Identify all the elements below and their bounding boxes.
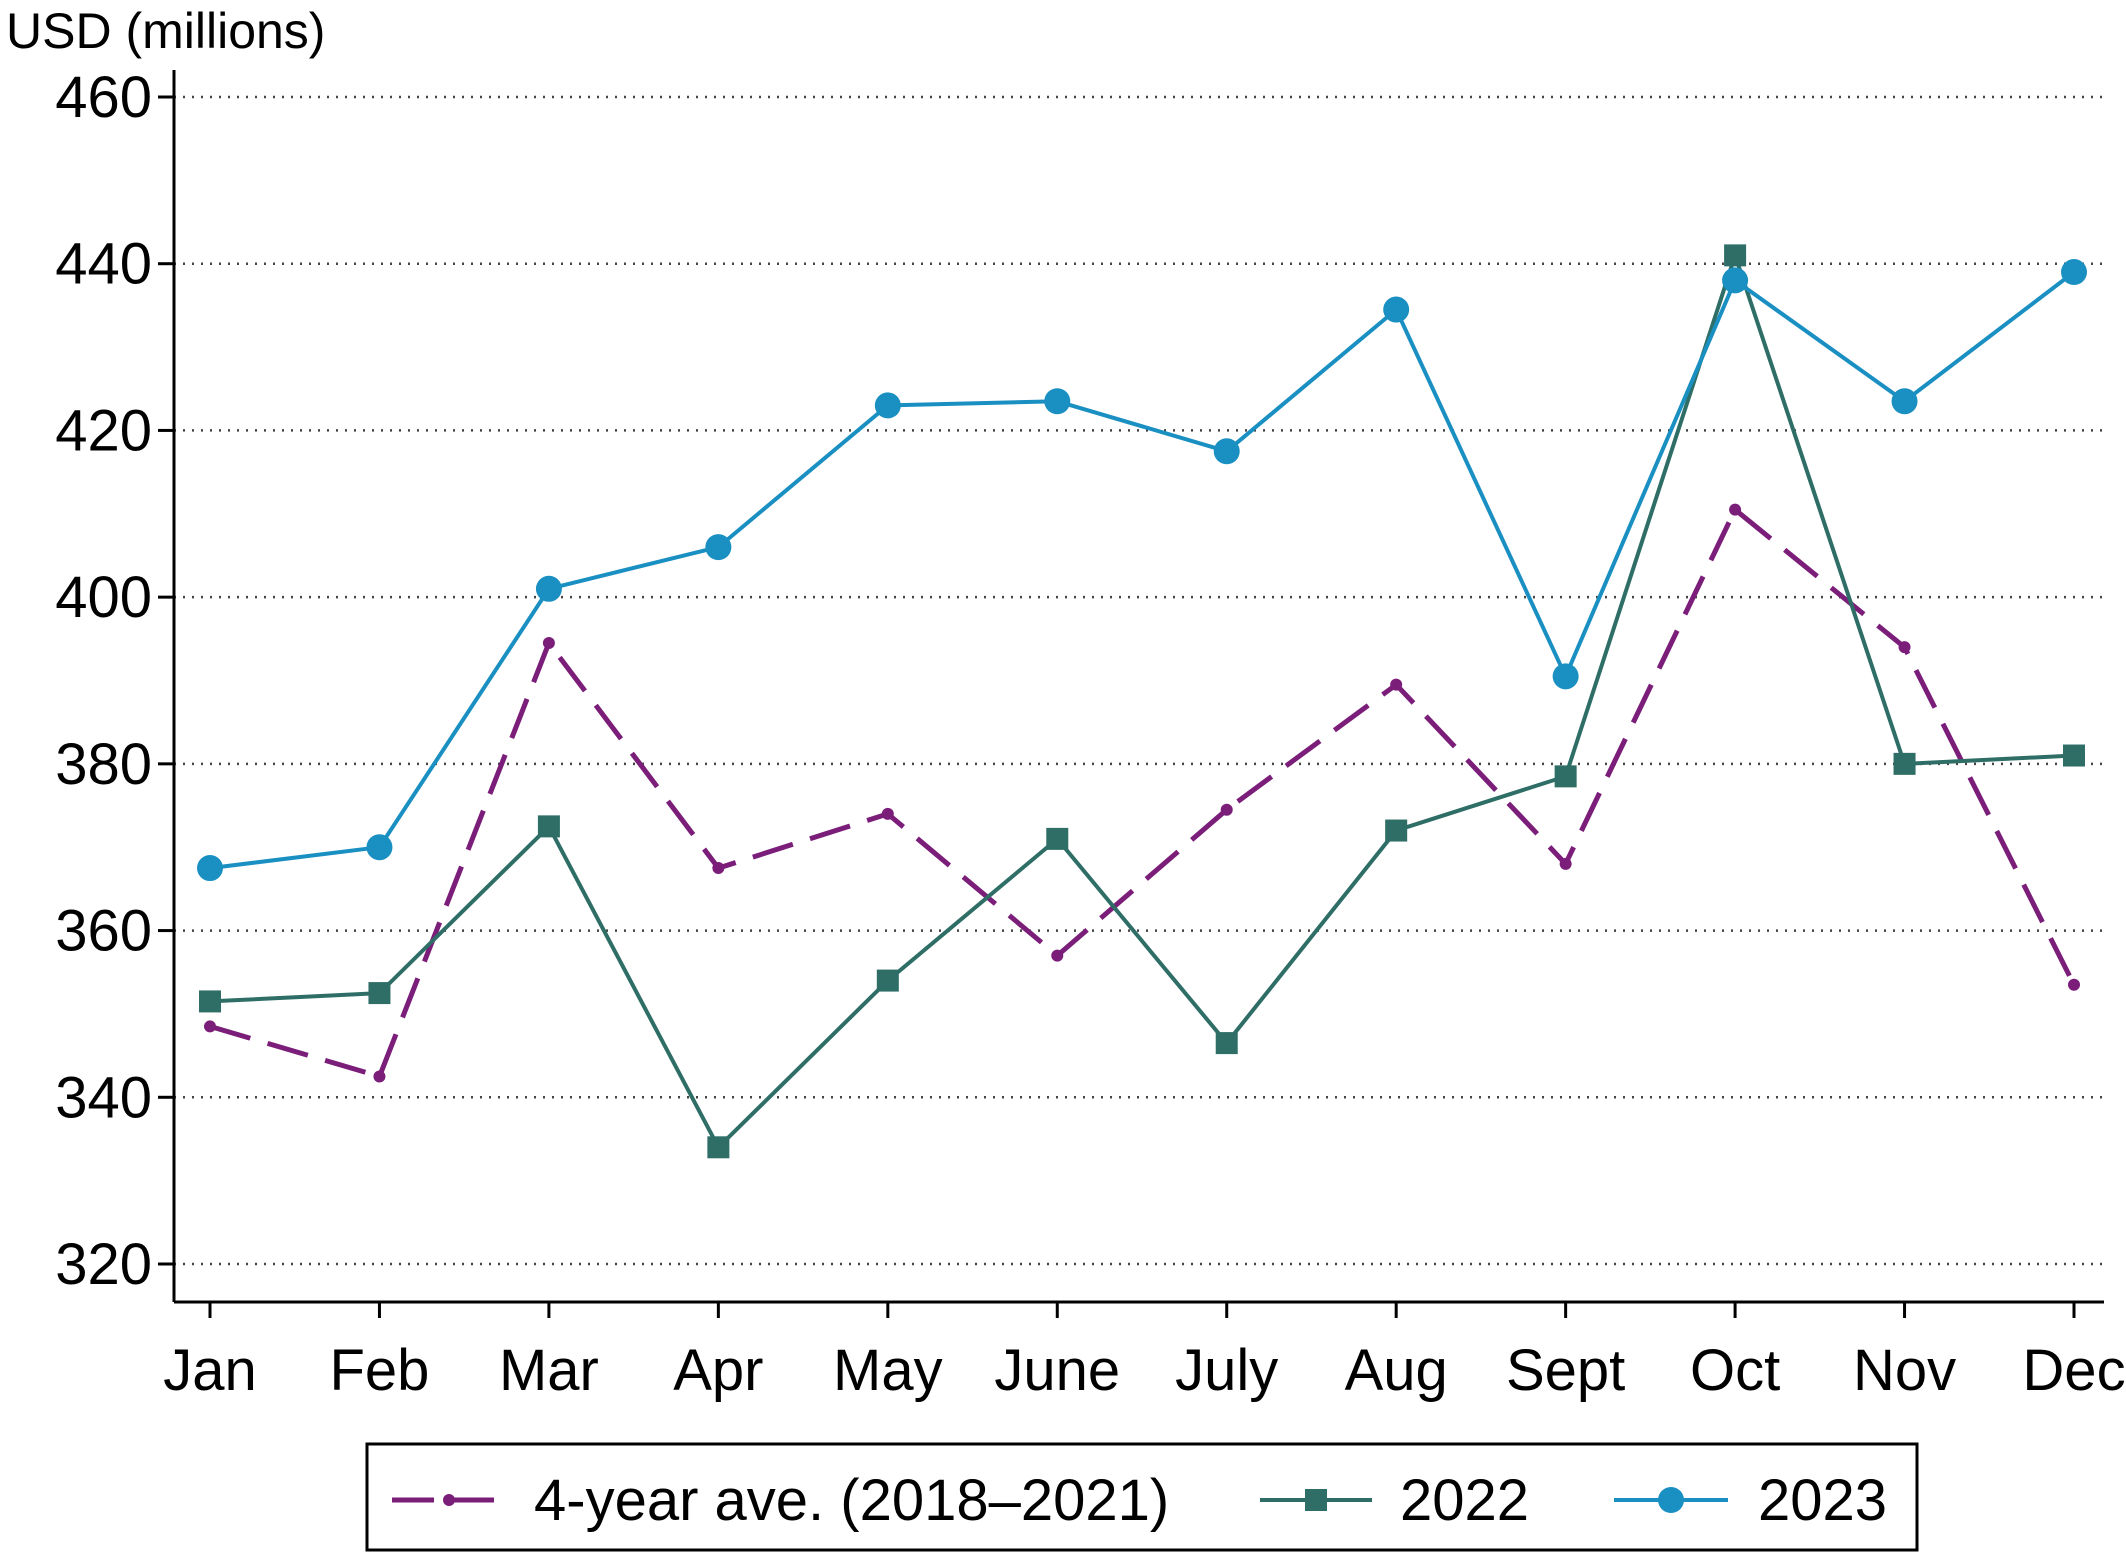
y-tick-label-440: 440	[55, 232, 152, 297]
point-avg-jan	[204, 1020, 216, 1033]
point-avg-dec	[2068, 978, 2080, 991]
y-axis-ticks: 320 340 360 380 400 420 440 460	[55, 65, 174, 1297]
point-2023-feb	[366, 834, 393, 861]
point-2022-sept	[1554, 765, 1577, 788]
series-line-2022	[209, 253, 2075, 1150]
point-2022-dec	[2063, 744, 2085, 767]
x-tick-label-jan: Jan	[163, 1338, 257, 1403]
legend-marker-2022	[1305, 1489, 1327, 1511]
point-2023-june	[1044, 388, 1071, 415]
point-2023-july	[1213, 438, 1240, 465]
y-tick-label-340: 340	[55, 1065, 152, 1130]
point-2023-aug	[1383, 296, 1410, 323]
point-2022-oct	[1724, 244, 1747, 267]
x-tick-label-mar: Mar	[499, 1338, 599, 1403]
point-avg-sept	[1559, 857, 1572, 870]
x-tick-label-oct: Oct	[1690, 1338, 1780, 1403]
point-avg-mar	[542, 636, 555, 649]
point-avg-june	[1051, 949, 1064, 962]
point-2022-nov	[1893, 752, 1916, 775]
x-tick-label-may: May	[833, 1338, 943, 1403]
x-tick-label-apr: Apr	[673, 1338, 763, 1403]
point-2023-may	[874, 392, 901, 419]
point-2022-apr	[707, 1136, 730, 1159]
x-tick-label-feb: Feb	[329, 1338, 429, 1403]
x-tick-label-sept: Sept	[1506, 1338, 1625, 1403]
y-tick-label-460: 460	[55, 65, 152, 130]
point-avg-aug	[1390, 678, 1403, 691]
x-tick-label-june: June	[994, 1338, 1120, 1403]
legend-marker-avg	[443, 1494, 455, 1506]
x-tick-label-july: July	[1175, 1338, 1278, 1403]
x-tick-label-dec: Dec	[2022, 1338, 2125, 1403]
legend-label-2022: 2022	[1400, 1468, 1529, 1533]
legend-label-2023: 2023	[1758, 1468, 1887, 1533]
series-line-avg	[209, 507, 2077, 1079]
axes	[172, 70, 2104, 1304]
legend: 4-year ave. (2018–2021) 2022 2023	[365, 1442, 1919, 1552]
point-2022-july	[1215, 1032, 1238, 1055]
point-2023-jan	[197, 855, 223, 882]
x-axis-ticks: Jan Feb Mar Apr May June July Aug Sept Oct Nov Dec	[163, 1302, 2126, 1403]
point-avg-apr	[712, 862, 725, 875]
y-tick-label-400: 400	[55, 565, 152, 630]
point-avg-nov	[1898, 641, 1911, 654]
y-tick-label-320: 320	[55, 1232, 152, 1297]
series-line-2023	[209, 270, 2076, 871]
gridlines	[174, 95, 2104, 1266]
point-2023-sept	[1552, 663, 1579, 690]
point-avg-may	[881, 807, 894, 820]
y-tick-label-360: 360	[55, 899, 152, 964]
point-2022-may	[876, 969, 899, 992]
point-2023-oct	[1722, 267, 1749, 294]
legend-marker-2023	[1658, 1487, 1684, 1513]
point-avg-oct	[1729, 503, 1742, 516]
y-tick-label-380: 380	[55, 732, 152, 797]
point-2023-dec	[2061, 259, 2087, 286]
point-2023-apr	[705, 534, 732, 561]
point-avg-feb	[373, 1070, 386, 1083]
series-group	[197, 244, 2087, 1159]
legend-label-avg: 4-year ave. (2018–2021)	[534, 1468, 1169, 1533]
point-2022-aug	[1385, 819, 1408, 842]
point-2023-mar	[535, 575, 562, 602]
x-tick-label-aug: Aug	[1345, 1338, 1448, 1403]
x-tick-label-nov: Nov	[1853, 1338, 1956, 1403]
point-avg-july	[1220, 803, 1233, 816]
point-2023-nov	[1891, 388, 1918, 415]
point-2022-mar	[537, 815, 560, 838]
point-2022-june	[1046, 827, 1069, 850]
y-axis-title: USD (millions)	[6, 3, 325, 59]
point-2022-feb	[368, 982, 391, 1005]
point-2022-jan	[199, 990, 221, 1013]
y-tick-label-420: 420	[55, 398, 152, 463]
